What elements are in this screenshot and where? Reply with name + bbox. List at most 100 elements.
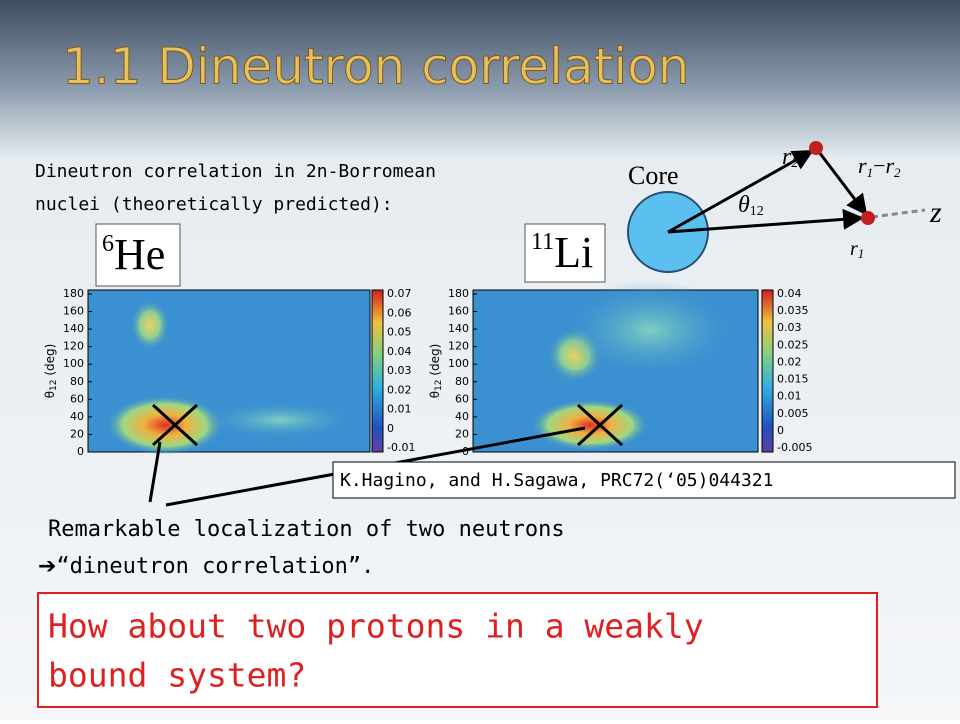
y-tick-label: 40: [70, 410, 84, 423]
core-label: Core: [628, 161, 679, 190]
remark: Remarkable localization of two neutrons: [48, 517, 565, 542]
mass-number: 11: [531, 229, 554, 255]
colorbar-label: 0.04: [387, 345, 412, 358]
y-tick-label: 20: [455, 427, 469, 440]
y-tick-label: 0: [77, 445, 84, 458]
theta-label: θ12: [738, 192, 764, 220]
sym: θ: [43, 391, 57, 398]
intro: nuclei (theoretically predicted):: [35, 194, 393, 215]
nucleus-box: [524, 223, 606, 283]
z-axis: [871, 208, 926, 219]
colorbar-label: 0.005: [777, 407, 809, 420]
unit: (deg): [43, 344, 57, 380]
colorbar-label: 0: [777, 424, 784, 437]
colorbar-label: 0.07: [387, 287, 412, 300]
colorbar: [761, 289, 774, 453]
colorbar-label: -0.01: [387, 441, 415, 454]
sym: θ: [428, 391, 442, 398]
sub: 2: [791, 156, 798, 171]
y-tick-label: 100: [448, 357, 469, 370]
sym: r: [858, 153, 867, 178]
arrow: [814, 147, 868, 216]
nucleus-label: 11Li: [531, 228, 593, 277]
intro: Dineutron correlation in 2n-Borromean: [35, 161, 436, 182]
sub: 12: [434, 380, 444, 391]
pointer: [148, 441, 162, 503]
colorbar-label: 0: [387, 422, 394, 435]
plots: 020406080100120140160180-0.0100.010.020.…: [43, 223, 812, 458]
remark-text: “dineutron correlation”.: [56, 554, 374, 579]
question-box: [37, 592, 878, 708]
y-tick-label: 40: [455, 410, 469, 423]
remark: ➔“dineutron correlation”.: [38, 554, 374, 579]
title: 1.1 Dineutron correlation: [62, 38, 689, 96]
colorbar-label: 0.015: [777, 373, 809, 386]
colorbar-label: 0.02: [777, 355, 802, 368]
colorbar-label: 0.03: [777, 321, 802, 334]
unit: (deg): [428, 344, 442, 380]
sub: 12: [750, 204, 764, 219]
y-tick-label: 140: [63, 322, 84, 335]
y-tick-label: 140: [448, 322, 469, 335]
element: He: [114, 230, 165, 279]
sym: −: [873, 153, 885, 178]
r2-label: r2: [782, 144, 798, 172]
y-tick-label: 80: [70, 375, 84, 388]
y-tick-label: 180: [448, 287, 469, 300]
reference-box: [332, 461, 956, 499]
z-label: z: [929, 196, 942, 229]
colorbar-label: 0.035: [777, 304, 809, 317]
nucleus-box: [95, 223, 181, 287]
y-tick-label: 80: [455, 375, 469, 388]
y-tick-label: 180: [63, 287, 84, 300]
colorbar-label: 0.04: [777, 287, 802, 300]
y-tick-label: 120: [63, 340, 84, 353]
y-axis-label: θ12 (deg): [43, 344, 59, 399]
sym: r: [850, 238, 858, 260]
neutron: [861, 211, 875, 225]
colorbar-label: 0.03: [387, 364, 412, 377]
element: Li: [554, 228, 593, 277]
cross: [151, 403, 199, 447]
colorbar-label: 0.06: [387, 306, 412, 319]
sub: 1: [858, 246, 865, 261]
y-tick-label: 20: [70, 427, 84, 440]
r1-label: r1: [850, 238, 864, 261]
colorbar-label: 0.025: [777, 338, 809, 351]
arrow-symbol: ➔: [38, 554, 56, 579]
colorbar-label: -0.005: [777, 441, 812, 454]
colorbar-label: 0.01: [777, 390, 802, 403]
y-tick-label: 60: [455, 392, 469, 405]
question: bound system?: [48, 656, 306, 695]
y-tick-label: 120: [448, 340, 469, 353]
heat-blob: [130, 299, 170, 351]
reference: K.Hagino, and H.Sagawa, PRC72(‘05)044321: [340, 470, 773, 491]
colorbar-label: 0.05: [387, 326, 412, 339]
sub: 2: [894, 165, 901, 180]
mass-number: 6: [102, 231, 114, 257]
y-tick-label: 160: [63, 305, 84, 318]
question: How about two protons in a weakly: [48, 607, 704, 646]
neutron: [809, 141, 823, 155]
colorbar: [371, 289, 384, 453]
sub: 12: [49, 380, 59, 391]
heat-blob: [560, 280, 740, 380]
y-tick-label: 160: [448, 305, 469, 318]
y-tick-label: 0: [462, 445, 469, 458]
heat-blob: [200, 400, 360, 440]
sym: θ: [738, 192, 750, 218]
cross: [576, 403, 624, 447]
y-tick-label: 100: [63, 357, 84, 370]
sym: r: [782, 144, 792, 170]
heat-blob: [530, 399, 650, 451]
heat-blob: [105, 395, 225, 455]
colorbar-label: 0.02: [387, 383, 412, 396]
sub: 1: [867, 165, 874, 180]
y-axis-label: θ12 (deg): [428, 344, 444, 399]
arrow: [667, 208, 865, 234]
arrow: [667, 149, 814, 234]
r1r2-label: r1−r2: [858, 153, 901, 180]
nucleus-label: 6He: [102, 230, 165, 279]
